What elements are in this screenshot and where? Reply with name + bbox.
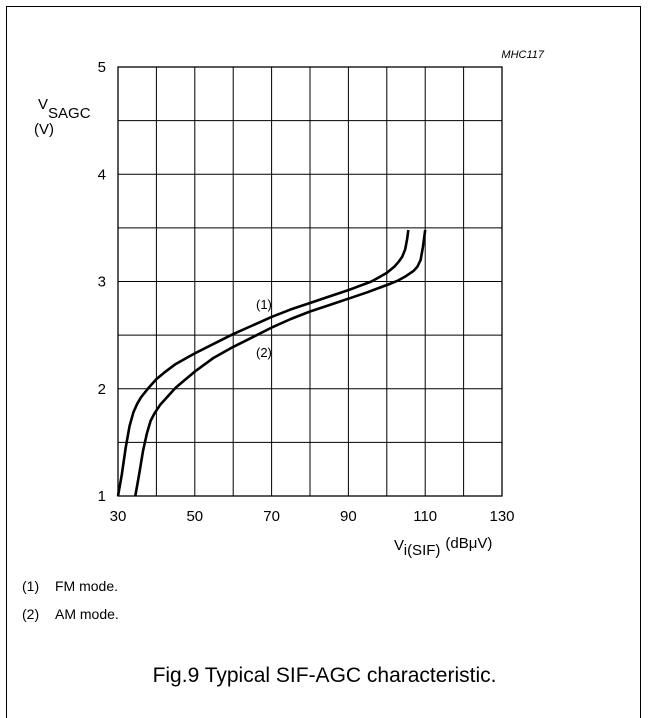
chart-series (116, 229, 427, 497)
x-tick-label: 70 (263, 508, 280, 525)
y-axis-unit: (V) (34, 121, 54, 138)
x-tick-label: 50 (186, 508, 203, 525)
legend-text-1: FM mode. (55, 578, 119, 594)
y-tick-label: 1 (98, 488, 106, 505)
y-axis-label-main: V (38, 96, 48, 113)
series-label-1: (1) (256, 297, 272, 312)
y-axis-label-sub: SAGC (48, 105, 91, 122)
plot-area (117, 66, 503, 497)
figure-frame (6, 6, 641, 718)
legend-num-1: (1) (22, 578, 40, 594)
x-axis-label-sub: i(SIF) (404, 542, 441, 559)
y-tick-label: 2 (98, 381, 106, 398)
series-line-1 (116, 229, 410, 497)
chart-grid (118, 67, 502, 496)
legend-text-2: AM mode. (55, 606, 119, 622)
y-tick-label: 5 (98, 59, 106, 76)
legend-note-1: (1) FM mode. (22, 578, 118, 594)
legend-note-2: (2) AM mode. (22, 606, 119, 622)
y-axis-label: VSAGC (38, 96, 91, 122)
x-axis-label-main: V (394, 537, 404, 554)
legend-num-2: (2) (22, 606, 40, 622)
series-label-2: (2) (256, 345, 272, 360)
x-axis-label: Vi(SIF) (dBμV) (394, 535, 492, 559)
y-tick-label: 4 (98, 166, 106, 183)
x-axis-unit: (dBμV) (445, 535, 492, 552)
figure-caption: Fig.9 Typical SIF-AGC characteristic. (152, 664, 497, 687)
x-tick-label: 110 (413, 508, 437, 525)
y-tick-label: 3 (98, 274, 106, 291)
chart-ticks: 30 50 70 90 110 130 1 2 3 4 5 (98, 59, 515, 525)
x-tick-label: 90 (340, 508, 357, 525)
figure-id: MHC117 (501, 49, 544, 61)
x-tick-label: 130 (489, 508, 514, 525)
series-line-2 (134, 229, 427, 497)
x-tick-label: 30 (110, 508, 127, 525)
